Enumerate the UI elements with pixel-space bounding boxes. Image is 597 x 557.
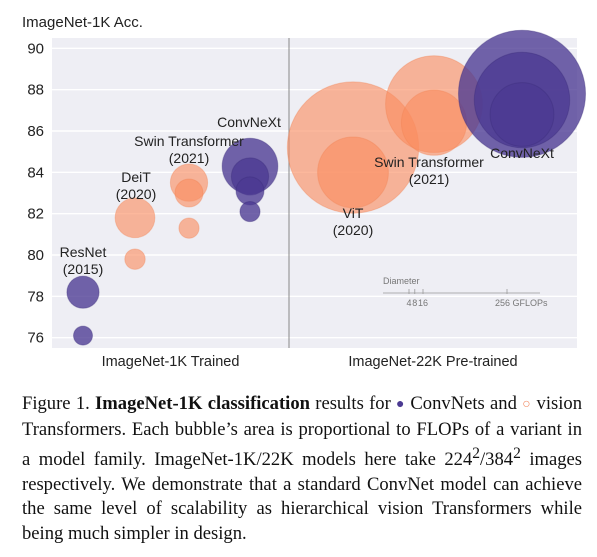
caption-paragraph: Figure 1. ImageNet-1K classification res… <box>22 392 582 546</box>
vit-bubble <box>174 178 204 208</box>
vit-bubble <box>178 217 200 239</box>
caption-text-d: /384 <box>480 449 514 471</box>
model-label: ConvNeXt <box>217 114 281 130</box>
y-tick-label: 84 <box>27 164 44 181</box>
model-label: (2015) <box>63 261 103 277</box>
model-label: ConvNeXt <box>490 145 554 161</box>
diameter-legend-tick-label: 256 GFLOPs <box>495 298 548 308</box>
caption-text-c: vision Transformers. Each bubble’s area … <box>22 393 583 471</box>
vit-bubble <box>114 197 156 239</box>
section-label: ImageNet-1K Trained <box>102 354 240 370</box>
y-tick-label: 80 <box>27 247 44 264</box>
y-tick-label: 78 <box>27 288 44 305</box>
model-label: Swin Transformer <box>374 154 484 170</box>
diameter-legend-tick-label: 4 <box>406 298 411 308</box>
vit-bubble <box>317 136 389 209</box>
caption-sup-1: 2 <box>472 445 480 462</box>
chart-svg: 90 88 86 84 82 80 78 76 ImageNet-1K Acc. ImageNet… <box>22 14 587 370</box>
caption-sup-2: 2 <box>513 445 521 462</box>
model-label: (2021) <box>169 150 209 166</box>
model-label: Swin Transformer <box>134 133 244 149</box>
convnet-bubble <box>73 325 93 346</box>
model-label: ResNet <box>60 244 107 260</box>
vit-circle-icon: ○ <box>522 397 532 412</box>
caption-text-b: ConvNets and <box>410 393 517 414</box>
caption-fig-label: Figure 1. <box>22 393 90 414</box>
diameter-legend-tick-label: 16 <box>418 298 428 308</box>
y-tick-label: 76 <box>27 330 44 347</box>
caption-text-a: results for <box>309 393 397 414</box>
figure-caption: Figure 1. ImageNet-1K classification res… <box>22 392 582 546</box>
convnet-bubble <box>239 201 261 223</box>
vit-bubble <box>400 89 468 156</box>
y-tick-label: 90 <box>27 40 44 57</box>
bubble-chart: 90 88 86 84 82 80 78 76 ImageNet-1K Acc. ImageNet… <box>22 14 587 370</box>
model-label: DeiT <box>121 169 151 185</box>
y-tick-label: 86 <box>27 123 44 140</box>
caption-title: ImageNet-1K classification <box>95 393 310 414</box>
diameter-legend-tick-label: 8 <box>412 298 417 308</box>
caption-text-e: images respectively. We demonstrate that… <box>22 449 582 544</box>
section-label: ImageNet-22K Pre-trained <box>348 354 517 370</box>
vit-bubble <box>124 248 146 270</box>
model-label: (2020) <box>116 186 156 202</box>
y-tick-label: 88 <box>27 82 44 99</box>
y-axis-label: ImageNet-1K Acc. <box>22 14 143 31</box>
convnet-bubble <box>235 176 265 206</box>
model-label: (2021) <box>409 171 449 187</box>
diameter-legend-title: Diameter <box>383 276 420 286</box>
convnet-bubble <box>66 275 100 309</box>
model-label: (2020) <box>333 222 373 238</box>
model-label: ViT <box>343 205 364 221</box>
convnet-dot-icon: ● <box>396 397 406 412</box>
y-tick-label: 82 <box>27 206 44 223</box>
convnet-bubble <box>489 82 555 147</box>
